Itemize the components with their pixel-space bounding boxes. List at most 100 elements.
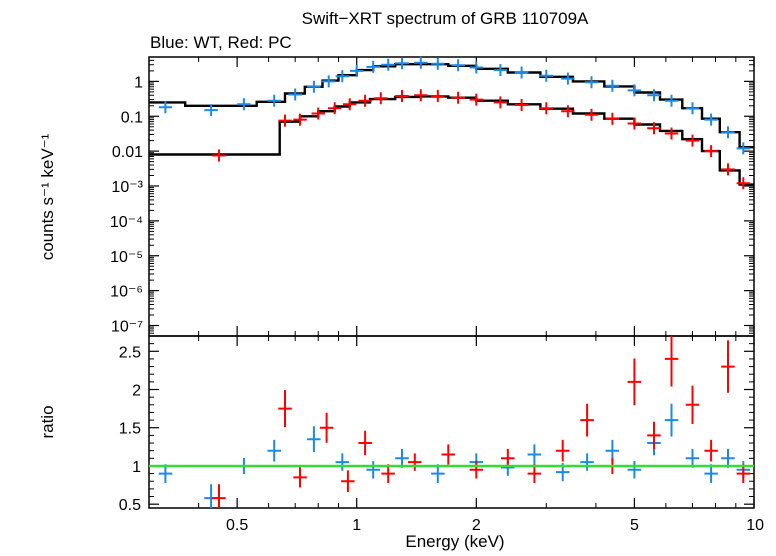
wt-data-point: [431, 57, 445, 70]
wt-data-point: [704, 113, 718, 126]
wt-data-point: [469, 61, 484, 74]
wt-data-point: [721, 126, 735, 139]
wt-ratio-point: [605, 439, 620, 462]
wt-data-point: [627, 84, 642, 97]
wt-data-point: [584, 76, 599, 89]
bottom-y-tick-label: 2: [132, 383, 141, 400]
wt-ratio-point: [685, 448, 700, 468]
pc-data-point: [539, 102, 553, 115]
pc-data-point: [685, 134, 700, 147]
wt-data-point: [493, 64, 508, 77]
pc-data-point: [212, 149, 226, 162]
wt-data-point: [451, 59, 465, 72]
pc-ratio-point: [381, 464, 395, 483]
pc-ratio-point: [293, 467, 307, 488]
pc-data-point: [431, 90, 445, 102]
pc-data-point: [627, 117, 642, 130]
wt-ratio-point: [395, 448, 409, 468]
pc-data-point: [327, 102, 342, 115]
pc-ratio-point: [469, 461, 484, 479]
x-tick-label: 0.5: [226, 517, 248, 534]
bottom-y-tick-label: 2.5: [119, 344, 141, 361]
pc-data-point: [514, 99, 529, 111]
wt-data-point: [321, 75, 336, 88]
pc-ratio-point: [664, 336, 679, 387]
pc-data-point: [293, 113, 307, 126]
pc-ratio-point: [441, 444, 455, 465]
pc-data-point: [469, 93, 484, 106]
chart-subtitle: Blue: WT, Red: PC: [150, 33, 292, 52]
wt-data-point: [158, 101, 173, 114]
wt-data-point: [514, 66, 529, 79]
wt-data-point: [335, 70, 350, 83]
bottom-y-tick-label: 0.5: [119, 497, 141, 514]
pc-ratio-point: [319, 412, 334, 443]
bottom-panel-ticks: 0.5 1 2 5 10 0.5 1 1.5 2 2.5: [119, 336, 764, 534]
pc-data-point: [414, 89, 428, 102]
wt-ratio-point: [307, 426, 321, 453]
top-y-tick-label: 1: [134, 74, 143, 91]
wt-ratio-point: [366, 461, 380, 479]
bottom-y-tick-label: 1: [132, 459, 141, 476]
top-y-tick-label: 0.01: [112, 144, 143, 161]
pc-ratio-point: [736, 464, 751, 483]
x-tick-label: 2: [472, 517, 481, 534]
wt-data-point: [237, 98, 251, 111]
pc-ratio-point: [341, 470, 355, 492]
pc-ratio-point: [212, 484, 226, 508]
pc-data-point: [584, 108, 599, 121]
wt-model-curve: [149, 63, 754, 149]
wt-ratio-point: [704, 464, 718, 483]
top-y-tick-label: 0.1: [121, 109, 143, 126]
bottom-panel-frame: [148, 335, 755, 509]
wt-data-point: [685, 102, 700, 115]
pc-data-point: [374, 92, 388, 105]
bottom-panel-points: [158, 336, 751, 508]
pc-data-point: [647, 122, 661, 135]
wt-data-point: [395, 57, 409, 70]
wt-data-point: [561, 72, 575, 85]
top-y-tick-label: 10⁻⁵: [110, 249, 143, 266]
wt-ratio-point: [627, 461, 642, 479]
pc-data-point: [358, 94, 372, 107]
bottom-y-axis-label: ratio: [38, 405, 57, 438]
bottom-panel: 0.5 1 2 5 10 0.5 1 1.5 2 2.5 ratio Energy (keV): [38, 335, 764, 551]
top-y-tick-label: 10⁻³: [111, 179, 143, 196]
pc-ratio-point: [704, 439, 718, 462]
x-tick-label: 1: [352, 517, 361, 534]
wt-ratio-point: [527, 444, 542, 465]
wt-ratio-point: [580, 453, 594, 471]
top-panel-models: [149, 63, 754, 186]
wt-data-point: [647, 89, 661, 102]
pc-data-point: [342, 98, 357, 111]
top-y-axis-label: counts s⁻¹ keV⁻¹: [38, 133, 57, 260]
pc-ratio-point: [408, 453, 422, 471]
x-tick-label: 10: [746, 517, 764, 534]
top-panel: 1 0.1 0.01 10⁻³ 10⁻⁴ 10⁻⁵ 10⁻⁶ 10⁻⁷ counts s⁻¹ …: [38, 56, 755, 337]
wt-data-point: [204, 104, 218, 117]
pc-ratio-point: [685, 385, 700, 424]
pc-ratio-point: [647, 421, 661, 449]
pc-data-point: [721, 163, 735, 176]
pc-ratio-point: [580, 403, 594, 437]
wt-data-point: [381, 58, 395, 71]
wt-data-point: [736, 142, 751, 155]
pc-ratio-point: [501, 448, 515, 468]
x-tick-label: 5: [630, 517, 639, 534]
pc-data-point: [561, 105, 575, 118]
top-y-tick-label: 10⁻⁴: [110, 214, 143, 231]
wt-ratio-point: [267, 439, 281, 462]
chart-title: Swift−XRT spectrum of GRB 110709A: [302, 9, 589, 28]
wt-ratio-point: [335, 453, 350, 471]
wt-ratio-point: [664, 403, 679, 437]
pc-data-point: [704, 145, 718, 158]
wt-data-point: [664, 94, 679, 107]
pc-ratio-point: [527, 464, 542, 483]
pc-data-point: [395, 90, 409, 102]
pc-ratio-point: [358, 430, 372, 456]
top-panel-points: [158, 56, 751, 190]
pc-data-point: [664, 127, 679, 140]
wt-ratio-point: [158, 464, 173, 483]
wt-data-point: [350, 64, 364, 77]
